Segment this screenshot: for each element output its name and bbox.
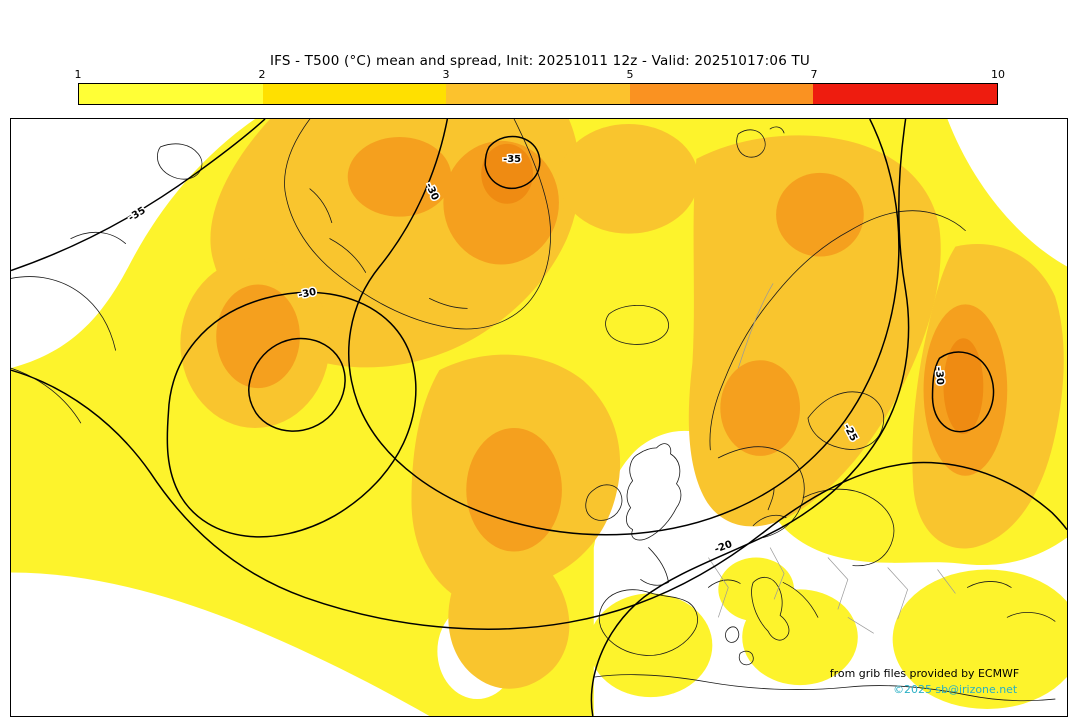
- coastline-ireland: [585, 484, 623, 521]
- coastline-north-africa: [593, 674, 1056, 702]
- border-layer: [708, 283, 956, 634]
- coastline-britain: [626, 443, 682, 541]
- colorbar-tick-label: 10: [991, 68, 1005, 81]
- credit-line1: from grib files provided by ECMWF: [830, 667, 1019, 680]
- spread-low-patch-iberia: [588, 593, 713, 698]
- coastline-black-sea: [966, 581, 1056, 622]
- contour-layer: [11, 119, 1067, 716]
- contour-label: -30: [297, 287, 317, 302]
- colorbar-segment: [446, 84, 630, 104]
- coastline-svalbard: [736, 126, 785, 158]
- coastline-greenland: [284, 119, 551, 330]
- coastline-layer: [11, 119, 1056, 702]
- coastline-iberia: [598, 589, 698, 656]
- colorbar-ticks: 1 2 3 5 7 10: [74, 68, 1006, 83]
- coastline-norway: [709, 210, 966, 451]
- spread-fill-layer: [11, 119, 1067, 716]
- white-region-bottom-left: [11, 572, 430, 716]
- contour-line: [248, 337, 346, 432]
- colorbar: 1 2 3 5 7 10: [74, 68, 1006, 105]
- coastline-france: [640, 547, 741, 588]
- coastline-mediterranean-islands: [725, 626, 754, 666]
- contour-line: [484, 135, 541, 189]
- coastline-italy: [751, 576, 819, 641]
- spread-high-barents: [776, 172, 864, 257]
- contour-line: [11, 369, 1067, 630]
- colorbar-segment: [629, 84, 814, 104]
- spread-low-patch-southeast: [892, 569, 1067, 710]
- coastline-greenland-fjords: [309, 188, 468, 309]
- credits: from grib files provided by ECMWF ©2025 …: [830, 667, 1019, 696]
- contour-line: [166, 291, 417, 538]
- colorbar-tick-label: 2: [258, 68, 266, 81]
- colorbar-segment: [79, 84, 263, 104]
- contour-label: -35: [503, 154, 521, 165]
- colorbar-tick-label: 3: [442, 68, 450, 81]
- spread-low-patch-italy: [742, 589, 858, 686]
- contour-label: -30: [933, 366, 946, 385]
- spread-high-greenland-west: [347, 136, 452, 217]
- spread-intense-east: [943, 338, 984, 434]
- spread-high-baffin: [216, 284, 300, 389]
- chart-title: IFS - T500 (°C) mean and spread, Init: 2…: [269, 53, 811, 69]
- coastline-iceland: [605, 305, 669, 345]
- colorbar-segment: [813, 84, 997, 104]
- spread-mid-fram: [558, 123, 699, 234]
- map-area: -35 -30 -35 -30 -25 -20 -30 from grib files pr…: [10, 118, 1068, 717]
- contour-line: [11, 119, 266, 272]
- contour-line: [348, 119, 900, 536]
- map-canvas: -35-30-35-30-25-20-30 from grib files pr…: [11, 119, 1067, 716]
- contour-labels: -35-30-35-30-25-20-30: [125, 152, 947, 557]
- colorbar-segment: [262, 84, 447, 104]
- white-region-top-left: [11, 119, 256, 369]
- spread-high-norway: [720, 360, 801, 456]
- border-scandinavia: [737, 283, 774, 369]
- colorbar-tick-label: 7: [810, 68, 818, 81]
- contour-line: [931, 351, 995, 433]
- colorbar-segments: [78, 83, 998, 105]
- spread-intense-greenland: [481, 143, 534, 204]
- contour-line: [590, 119, 910, 716]
- colorbar-tick-label: 5: [626, 68, 634, 81]
- colorbar-tick-label: 1: [74, 68, 82, 81]
- spread-high-atlantic: [466, 427, 562, 552]
- border-central-europe: [708, 547, 956, 634]
- white-region-top-right: [947, 119, 1067, 267]
- credit-line2: ©2025 sb@irizone.net: [893, 683, 1018, 696]
